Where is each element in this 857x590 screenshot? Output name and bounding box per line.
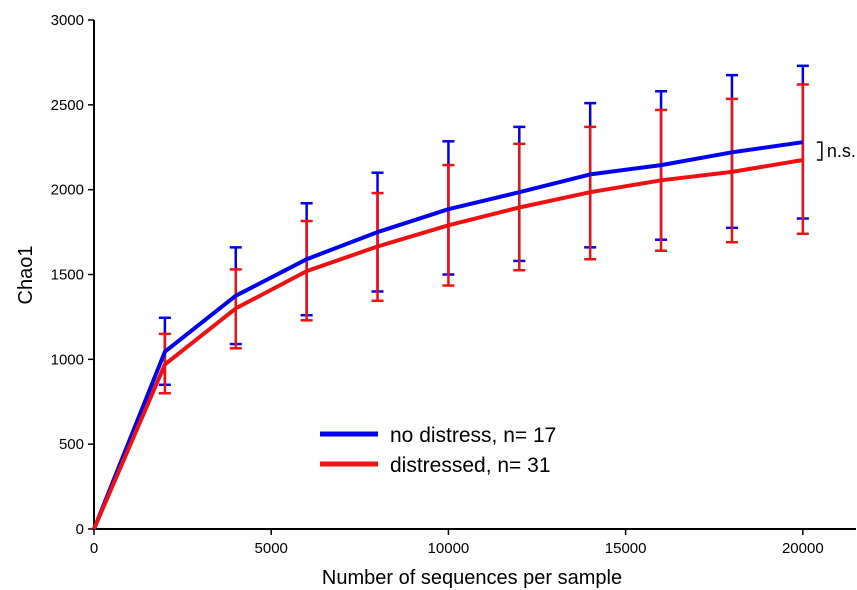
x-tick-label: 10000 (428, 540, 470, 557)
legend-entry: no distress, n= 17 (320, 424, 556, 447)
y-tick-label: 1500 (51, 267, 84, 284)
annotations: n.s. (816, 141, 856, 161)
y-tick-label: 3000 (51, 12, 84, 29)
x-tick-label: 20000 (782, 540, 824, 557)
legend-label: distressed, n= 31 (390, 454, 551, 477)
legend-label: no distress, n= 17 (390, 424, 556, 447)
series-line (92, 158, 804, 530)
y-tick-label: 0 (76, 521, 84, 538)
series-lines (92, 140, 804, 530)
legend: no distress, n= 17 distressed, n= 31 (320, 424, 556, 477)
x-tick-label: 15000 (605, 540, 647, 557)
x-tick-label: 5000 (255, 540, 288, 557)
series-line (92, 140, 804, 530)
x-tick-label: 0 (90, 540, 98, 557)
ns-label: n.s. (827, 141, 856, 161)
error-bars (158, 64, 809, 395)
y-tick-label: 2000 (51, 182, 84, 199)
axes: 0 5000 10000 15000 20000 0 500 1000 1500 2000 2500… (51, 12, 856, 557)
y-tick-label: 500 (59, 436, 84, 453)
y-tick-label: 2500 (51, 97, 84, 114)
legend-entry: distressed, n= 31 (320, 454, 551, 477)
y-axis-title: Chao1 (15, 246, 37, 305)
error-bar (796, 83, 809, 236)
y-tick-label: 1000 (51, 351, 84, 368)
x-axis-title: Number of sequences per sample (322, 567, 622, 589)
ns-bracket (816, 141, 823, 161)
